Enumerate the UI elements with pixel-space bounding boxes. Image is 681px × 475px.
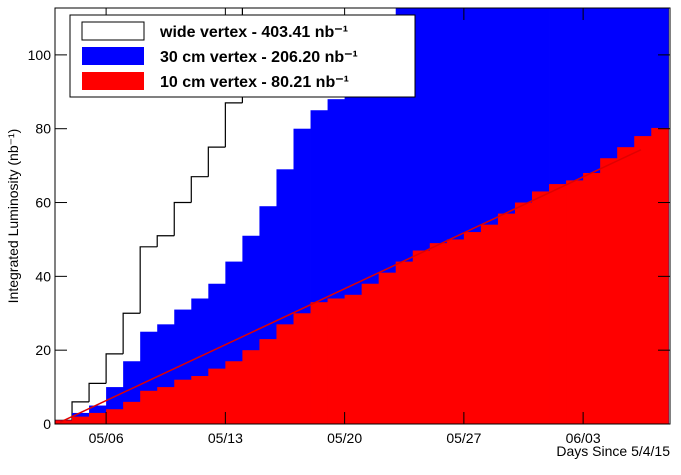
- histogram-bar: [446, 239, 465, 424]
- histogram-step: [190, 176, 209, 203]
- histogram-bar: [123, 401, 141, 424]
- histogram-bar: [55, 420, 73, 424]
- x-axis-label: Days Since 5/4/15: [556, 443, 670, 459]
- legend-label: wide vertex - 403.41 nb⁻¹: [159, 24, 348, 41]
- legend-label: 30 cm vertex - 206.20 nb⁻¹: [160, 49, 358, 66]
- histogram-bar: [600, 158, 618, 424]
- histogram-bar: [344, 294, 363, 424]
- histogram-bar: [140, 390, 158, 424]
- histogram-bar: [72, 416, 90, 424]
- axes: 0 20 40 60 80 100 05/06 05/13 05/20 05/27 06/03: [28, 8, 670, 446]
- histogram-step: [156, 235, 175, 247]
- histogram-step: [105, 353, 124, 384]
- y-tick-label: 80: [35, 121, 51, 137]
- histogram-bar: [242, 350, 260, 424]
- histogram-bar: [276, 324, 294, 424]
- plot-frame: [54, 7, 671, 425]
- histogram-bar: [225, 361, 243, 424]
- histogram-bar: [463, 232, 482, 424]
- histogram-bar: [208, 368, 226, 424]
- x-tick-label: 05/13: [208, 430, 243, 446]
- histogram-step: [71, 401, 90, 421]
- y-tick-label: 60: [35, 195, 51, 211]
- histogram-step: [207, 146, 226, 177]
- y-tick-label: 20: [35, 342, 51, 358]
- histogram-bar: [191, 376, 209, 424]
- legend-swatch: [81, 21, 145, 41]
- legend-label: 10 cm vertex - 80.21 nb⁻¹: [160, 74, 349, 91]
- histogram-step: [139, 246, 158, 314]
- histogram-bar: [412, 250, 431, 424]
- histogram-step: [173, 201, 192, 236]
- y-tick-label: 100: [28, 47, 52, 63]
- histogram-bar: [89, 412, 107, 424]
- histogram-bar: [157, 387, 175, 424]
- y-tick-label: 0: [43, 416, 51, 432]
- histogram-step: [122, 312, 141, 354]
- histogram-bar: [583, 172, 601, 424]
- histogram-bar: [532, 191, 550, 424]
- histogram-bar: [514, 202, 533, 424]
- histogram-bar: [259, 339, 277, 424]
- legend: wide vertex - 403.41 nb⁻¹ 30 cm vertex - …: [69, 14, 416, 98]
- histogram-bar: [327, 298, 346, 424]
- histogram-bar: [378, 272, 397, 424]
- histogram-bar: [429, 243, 448, 424]
- histogram-bar: [361, 283, 380, 424]
- plot-area: [55, 8, 669, 424]
- legend-swatch: [82, 72, 144, 90]
- histogram-bar: [566, 180, 584, 424]
- fit-line: [59, 149, 642, 423]
- histogram-bar: [497, 213, 516, 424]
- histogram-bar: [174, 379, 192, 424]
- y-tick-label: 40: [35, 268, 51, 284]
- histogram-step: [88, 382, 107, 402]
- x-tick-label: 06/03: [566, 430, 601, 446]
- histogram-bar: [549, 184, 567, 424]
- histogram-bar: [106, 409, 124, 424]
- histogram-bar: [480, 224, 499, 424]
- histogram-bar: [395, 261, 414, 424]
- x-tick-label: 05/27: [446, 430, 481, 446]
- histogram-step: [224, 102, 243, 148]
- histogram-bar: [293, 313, 311, 424]
- legend-swatch: [82, 47, 144, 65]
- histogram-bar: [617, 147, 635, 424]
- x-tick-label: 05/20: [327, 430, 362, 446]
- histogram-bar: [634, 136, 652, 424]
- x-tick-label: 05/06: [89, 430, 124, 446]
- y-axis-label: Integrated Luminosity (nb⁻¹): [5, 129, 21, 304]
- histogram-bar: [310, 302, 328, 424]
